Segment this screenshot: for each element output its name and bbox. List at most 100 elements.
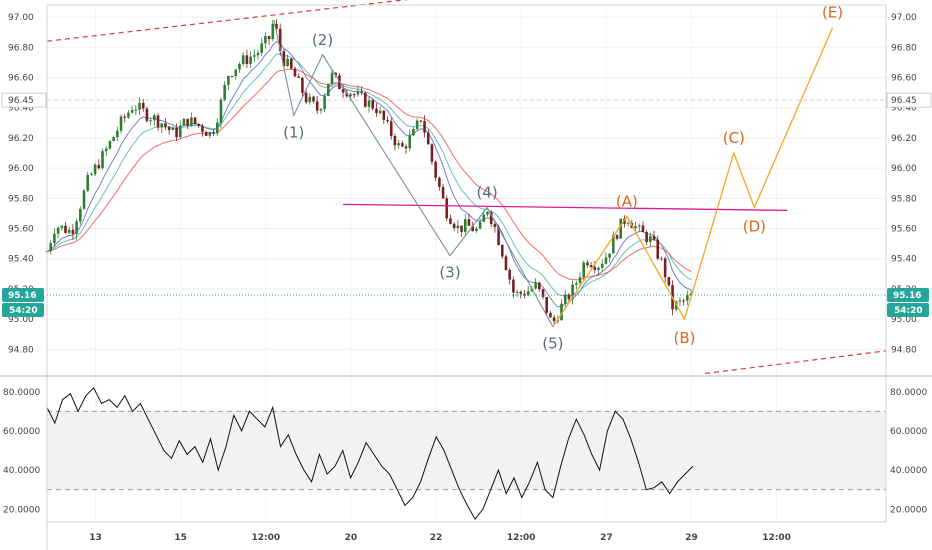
candle-body <box>119 116 123 131</box>
candle-body <box>101 151 104 169</box>
candle-body <box>567 294 571 300</box>
candle-body <box>286 58 289 67</box>
candle-body <box>356 91 360 95</box>
candle-body <box>204 131 208 136</box>
candle-body <box>452 223 456 229</box>
candle-body <box>686 295 689 301</box>
candle-body <box>219 99 223 123</box>
candle-body <box>360 91 363 93</box>
countdown-tag-left <box>2 302 44 317</box>
candle-body <box>193 117 197 124</box>
candle-body <box>538 282 541 290</box>
candle-body <box>526 291 530 296</box>
price-tick-label-left: 94.80 <box>8 345 34 355</box>
candle-body <box>178 125 182 138</box>
candle-body <box>86 174 90 191</box>
candle-body <box>227 75 230 85</box>
candle-body <box>571 284 574 300</box>
candle-body <box>619 218 623 239</box>
oscillator-tick-label-right: 60.0000 <box>890 427 927 437</box>
candle-body <box>637 225 641 227</box>
candle-body <box>471 225 474 232</box>
countdown-tag-right <box>887 302 929 317</box>
candle-body <box>215 122 219 134</box>
resistance-line <box>343 203 788 212</box>
candle-body <box>412 129 415 136</box>
candle-body <box>197 123 201 126</box>
candle-body <box>652 236 656 240</box>
wave-grey-label: (5) <box>542 335 563 353</box>
candle-body <box>401 143 404 147</box>
channel-lower-line <box>704 350 887 375</box>
candle-body <box>223 84 226 100</box>
axes <box>0 4 932 550</box>
price-tick-label-left: 97.00 <box>8 13 34 23</box>
oscillator-tick-label-left: 40.0000 <box>3 466 40 476</box>
candle-body <box>290 58 293 69</box>
oscillator-tick-label-left: 20.0000 <box>3 505 40 515</box>
candle-body <box>334 72 338 76</box>
candle-body <box>482 214 486 222</box>
candle-body <box>460 225 463 232</box>
candle-body <box>93 164 97 175</box>
candle-body <box>367 100 371 107</box>
oscillator-tick-label-right: 20.0000 <box>890 505 927 515</box>
candle-body <box>423 121 426 133</box>
candle-body <box>79 208 82 222</box>
candle-body <box>53 233 56 244</box>
candle-body <box>575 283 578 285</box>
candle-body <box>153 115 156 121</box>
price-tick-label-right: 96.40 <box>891 104 917 114</box>
candle-body <box>438 177 441 187</box>
wave-grey-label: (2) <box>312 31 333 49</box>
candle-body <box>249 56 252 64</box>
candle-body <box>104 148 108 152</box>
candle-body <box>256 52 260 56</box>
candle-body <box>149 120 152 122</box>
candle-body <box>327 84 330 96</box>
candle-body <box>434 161 437 178</box>
candle-body <box>160 123 164 128</box>
current-price-label-left: 95.16 <box>8 291 36 301</box>
candle-body <box>141 102 145 109</box>
candle-body <box>530 288 534 292</box>
candle-body <box>127 112 130 118</box>
current-price-label-right: 95.16 <box>893 291 921 301</box>
price-series <box>45 19 693 325</box>
wave-grey-line <box>273 19 554 327</box>
candle-body <box>271 23 275 40</box>
candle-body <box>426 132 430 145</box>
candle-body <box>375 108 378 114</box>
candle-body <box>238 64 241 70</box>
candle-body <box>663 258 667 278</box>
candle-body <box>515 291 519 293</box>
candle-body <box>341 89 345 93</box>
candle-body <box>667 277 671 286</box>
candle-body <box>301 77 304 93</box>
candle-body <box>112 137 115 142</box>
candle-body <box>123 116 127 118</box>
price-tick-label-left: 95.40 <box>8 255 34 265</box>
oscillator-tick-label-right: 40.0000 <box>890 466 927 476</box>
candle-body <box>245 55 249 64</box>
candle-body <box>508 270 511 280</box>
candle-body <box>608 253 611 258</box>
candle-body <box>267 36 271 40</box>
candle-body <box>82 190 86 209</box>
candle-body <box>408 135 412 149</box>
candle-body <box>167 126 171 131</box>
candle-body <box>486 211 489 215</box>
marked-level-label-left: 96.45 <box>8 96 34 106</box>
candle-body <box>64 225 67 233</box>
oscillator-line <box>46 386 694 520</box>
countdown-label-right: 54:20 <box>894 306 923 316</box>
candle-body <box>108 141 112 149</box>
price-tick-label-left: 95.00 <box>8 315 34 325</box>
candle-body <box>234 69 238 77</box>
candle-body <box>297 76 300 78</box>
candle-body <box>556 320 560 322</box>
time-tick-label: 22 <box>430 533 443 543</box>
candle-body <box>349 94 352 97</box>
candle-body <box>467 219 471 226</box>
candle-body <box>419 120 423 122</box>
